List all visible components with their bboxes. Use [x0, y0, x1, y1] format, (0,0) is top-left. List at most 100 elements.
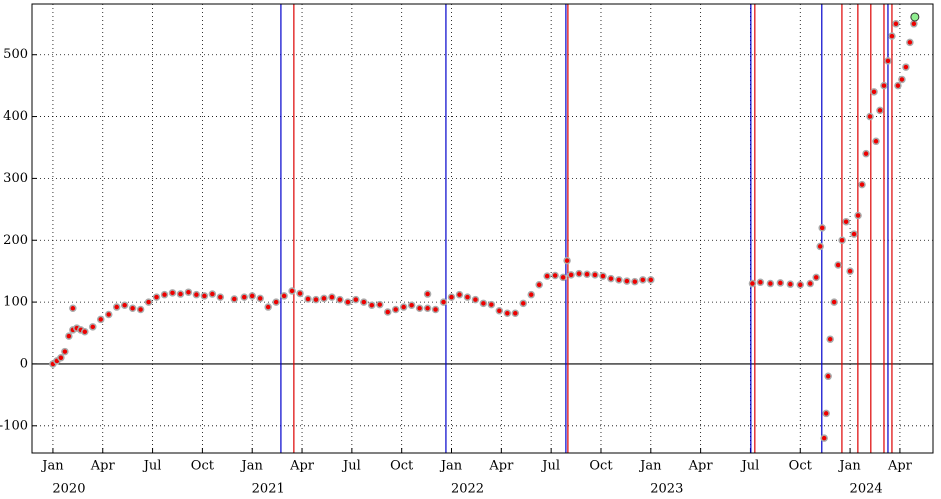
point — [567, 271, 575, 279]
point — [61, 347, 69, 356]
point — [615, 276, 623, 284]
x-tick-label: Jul — [740, 459, 760, 474]
x-tick-label: Jan — [240, 459, 264, 474]
point — [81, 328, 89, 336]
point — [575, 269, 583, 278]
point — [328, 293, 336, 301]
point — [599, 272, 607, 280]
point — [527, 290, 535, 299]
point — [888, 32, 896, 40]
point — [69, 304, 77, 313]
point — [756, 278, 765, 287]
point — [112, 303, 121, 311]
point — [104, 310, 113, 319]
point — [563, 256, 571, 265]
point — [639, 276, 647, 284]
point — [824, 372, 832, 381]
point — [89, 323, 97, 331]
point — [870, 88, 878, 96]
y-tick-label: 200 — [3, 233, 28, 248]
point — [136, 305, 145, 314]
point — [898, 75, 906, 84]
point — [376, 300, 384, 309]
point — [826, 335, 834, 343]
point — [812, 273, 820, 282]
point — [336, 295, 344, 304]
point — [892, 20, 900, 28]
point — [272, 298, 280, 306]
x-tick-label: Jul — [142, 459, 162, 474]
x-tick-label: Apr — [90, 459, 116, 474]
x-tick-label: Apr — [289, 459, 315, 474]
point — [479, 299, 488, 308]
point — [176, 290, 185, 298]
point — [872, 137, 880, 146]
point — [884, 57, 892, 65]
point — [894, 81, 902, 90]
year-label: 2022 — [451, 482, 484, 497]
x-tick-label: Jan — [439, 459, 463, 474]
point — [97, 315, 105, 324]
x-tick-label: Oct — [191, 459, 215, 474]
point — [583, 270, 591, 279]
point — [910, 12, 920, 22]
point — [184, 288, 193, 296]
point — [838, 236, 846, 245]
point — [439, 298, 448, 306]
x-tick-label: Jul — [540, 459, 560, 474]
point — [830, 298, 838, 306]
y-tick-label: 300 — [3, 171, 28, 186]
x-tick-label: Apr — [488, 459, 514, 474]
point — [766, 279, 775, 288]
point — [854, 211, 862, 220]
point — [383, 308, 392, 316]
point — [786, 280, 795, 288]
point — [776, 279, 785, 287]
x-tick-label: Jan — [638, 459, 662, 474]
x-tick-label: Jul — [341, 459, 361, 474]
point — [120, 301, 129, 309]
x-tick-label: Jan — [40, 459, 64, 474]
point — [796, 281, 805, 289]
point — [842, 217, 850, 226]
point — [296, 289, 304, 298]
point — [543, 272, 551, 280]
x-tick-label: Apr — [688, 459, 714, 474]
point — [511, 309, 520, 317]
point — [623, 277, 631, 285]
point — [208, 290, 217, 298]
point — [559, 273, 567, 282]
point — [407, 301, 416, 309]
point — [360, 298, 368, 306]
point — [487, 300, 496, 309]
y-tick-label: 100 — [3, 295, 28, 310]
point — [463, 293, 472, 301]
point — [248, 292, 256, 300]
x-tick-label: Jan — [837, 459, 861, 474]
y-tick-label: 0 — [20, 356, 28, 371]
point — [607, 274, 615, 283]
point — [192, 290, 201, 299]
point — [535, 281, 543, 289]
year-label: 2021 — [252, 482, 285, 497]
point — [455, 290, 464, 299]
x-tick-label: Oct — [589, 459, 613, 474]
point — [168, 289, 177, 297]
point — [399, 303, 408, 311]
point — [866, 112, 874, 121]
point — [312, 295, 320, 304]
year-label: 2020 — [52, 482, 85, 497]
point — [304, 295, 312, 303]
point — [631, 277, 639, 286]
y-tick-label: 400 — [3, 109, 28, 124]
point — [551, 271, 559, 280]
point — [65, 332, 73, 340]
point — [806, 279, 814, 288]
point — [519, 299, 528, 308]
point — [352, 295, 360, 304]
point — [423, 290, 432, 298]
point — [288, 287, 296, 295]
point — [320, 294, 328, 303]
point — [850, 230, 858, 238]
